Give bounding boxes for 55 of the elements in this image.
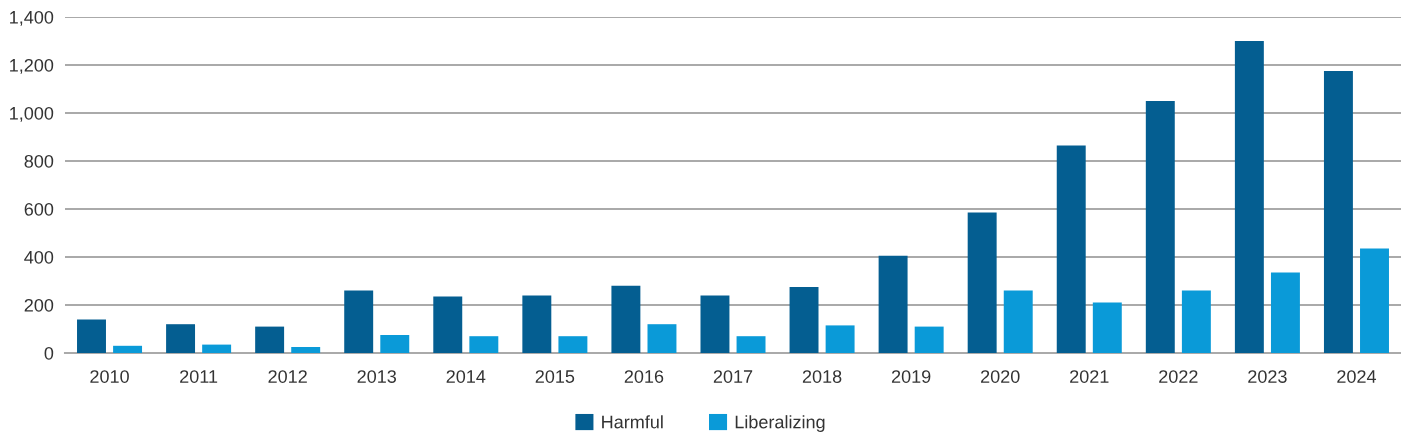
legend-label: Liberalizing bbox=[735, 415, 825, 432]
x-tick-label: 2021 bbox=[1070, 370, 1109, 383]
bar bbox=[291, 347, 321, 353]
bar bbox=[469, 336, 499, 353]
bar bbox=[113, 345, 143, 353]
bar bbox=[255, 326, 285, 353]
x-tick-label: 2011 bbox=[180, 370, 218, 383]
x-tick-label: 2017 bbox=[713, 370, 753, 383]
bar bbox=[1181, 290, 1211, 353]
legend-label: Harmful bbox=[602, 415, 663, 429]
x-tick-label: 2022 bbox=[1159, 370, 1198, 383]
bar bbox=[700, 295, 730, 353]
x-tick-label: 2016 bbox=[624, 370, 664, 383]
bar bbox=[166, 324, 196, 353]
bar bbox=[558, 336, 588, 353]
bar bbox=[914, 326, 944, 353]
bar bbox=[1323, 71, 1353, 353]
bar bbox=[1092, 302, 1122, 353]
x-tick-label: 2019 bbox=[891, 370, 931, 383]
x-tick-label: 2014 bbox=[446, 370, 486, 383]
bar bbox=[1003, 290, 1033, 353]
bar bbox=[1145, 101, 1175, 353]
bar bbox=[77, 319, 106, 353]
bar bbox=[433, 296, 463, 353]
bar bbox=[736, 336, 766, 353]
bar bbox=[789, 287, 819, 353]
y-tick-label: 0 bbox=[44, 346, 54, 360]
y-tick-label: 1,000 bbox=[10, 106, 54, 122]
y-tick-label: 200 bbox=[24, 298, 54, 312]
bar bbox=[611, 285, 641, 353]
y-tick-label: 600 bbox=[24, 202, 54, 216]
bar bbox=[1056, 145, 1086, 353]
bar bbox=[1270, 272, 1300, 353]
bar bbox=[647, 324, 677, 353]
x-tick-label: 2024 bbox=[1337, 370, 1377, 383]
bar bbox=[967, 212, 997, 353]
bar bbox=[344, 290, 374, 353]
y-tick-label: 1,200 bbox=[10, 58, 54, 74]
y-tick-label: 400 bbox=[24, 250, 54, 264]
x-tick-label: 2012 bbox=[268, 370, 307, 383]
bar bbox=[380, 335, 410, 353]
y-tick-label: 800 bbox=[24, 154, 54, 168]
y-tick-label: 1,400 bbox=[10, 10, 54, 26]
x-tick-label: 2020 bbox=[981, 370, 1020, 383]
bar bbox=[202, 344, 232, 353]
x-tick-label: 2018 bbox=[802, 370, 842, 383]
bar bbox=[878, 255, 908, 353]
x-tick-label: 2023 bbox=[1248, 370, 1287, 383]
bar bbox=[825, 325, 855, 353]
x-tick-label: 2010 bbox=[90, 370, 129, 383]
bar bbox=[522, 295, 552, 353]
x-tick-label: 2013 bbox=[357, 370, 397, 383]
x-tick-label: 2015 bbox=[535, 370, 575, 383]
bar bbox=[1360, 248, 1389, 353]
bar bbox=[1234, 41, 1264, 353]
